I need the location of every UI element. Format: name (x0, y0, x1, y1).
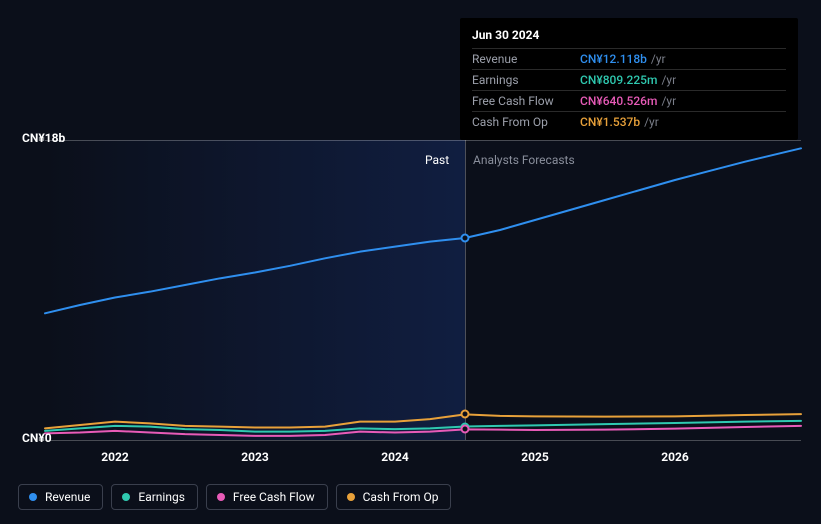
tooltip-row-unit: /yr (644, 115, 659, 129)
tooltip-row-unit: /yr (661, 73, 676, 87)
legend-dot-icon (122, 493, 130, 501)
legend-item-fcf[interactable]: Free Cash Flow (206, 484, 328, 510)
x-tick-label: 2026 (661, 450, 689, 464)
tooltip-row: EarningsCN¥809.225m/yr (472, 69, 786, 90)
legend-dot-icon (347, 493, 355, 501)
past-region-label: Past (425, 153, 449, 167)
legend-dot-icon (29, 493, 37, 501)
chart-lines (45, 140, 801, 440)
series-revenue (45, 148, 801, 313)
x-tick-label: 2024 (381, 450, 409, 464)
series-cfo (45, 414, 801, 428)
tooltip-row-label: Revenue (472, 52, 580, 66)
tooltip-title: Jun 30 2024 (472, 28, 786, 42)
marker-revenue (461, 234, 470, 243)
tooltip-row-unit: /yr (661, 94, 676, 108)
chart-tooltip: Jun 30 2024 RevenueCN¥12.118b/yrEarnings… (460, 18, 798, 140)
tooltip-row-value: CN¥640.526m (580, 94, 657, 108)
tooltip-row-value: CN¥1.537b (580, 115, 640, 129)
legend-label: Free Cash Flow (233, 490, 315, 504)
gridline-bottom (45, 440, 801, 441)
y-tick-label: CN¥18b (22, 131, 65, 145)
legend-item-earnings[interactable]: Earnings (111, 484, 198, 510)
marker-fcf (461, 425, 470, 434)
tooltip-row: RevenueCN¥12.118b/yr (472, 48, 786, 69)
x-tick-label: 2022 (101, 450, 129, 464)
tooltip-row: Cash From OpCN¥1.537b/yr (472, 111, 786, 132)
tooltip-row-unit: /yr (651, 52, 666, 66)
legend-item-cfo[interactable]: Cash From Op (336, 484, 452, 510)
tooltip-row-label: Free Cash Flow (472, 94, 580, 108)
legend-item-revenue[interactable]: Revenue (18, 484, 103, 510)
legend-label: Earnings (138, 490, 185, 504)
tooltip-row-label: Earnings (472, 73, 580, 87)
legend-label: Cash From Op (363, 490, 439, 504)
x-tick-label: 2023 (241, 450, 269, 464)
future-region-label: Analysts Forecasts (473, 153, 575, 167)
tooltip-row-value: CN¥12.118b (580, 52, 647, 66)
tooltip-row-value: CN¥809.225m (580, 73, 657, 87)
tooltip-row-label: Cash From Op (472, 115, 580, 129)
y-tick-label: CN¥0 (22, 431, 52, 445)
x-tick-label: 2025 (521, 450, 549, 464)
legend-label: Revenue (45, 490, 90, 504)
legend-dot-icon (217, 493, 225, 501)
hover-vertical-line (465, 118, 466, 440)
marker-cfo (461, 410, 470, 419)
series-earnings (45, 421, 801, 432)
tooltip-row: Free Cash FlowCN¥640.526m/yr (472, 90, 786, 111)
chart-legend: Revenue Earnings Free Cash Flow Cash From O… (18, 484, 451, 510)
